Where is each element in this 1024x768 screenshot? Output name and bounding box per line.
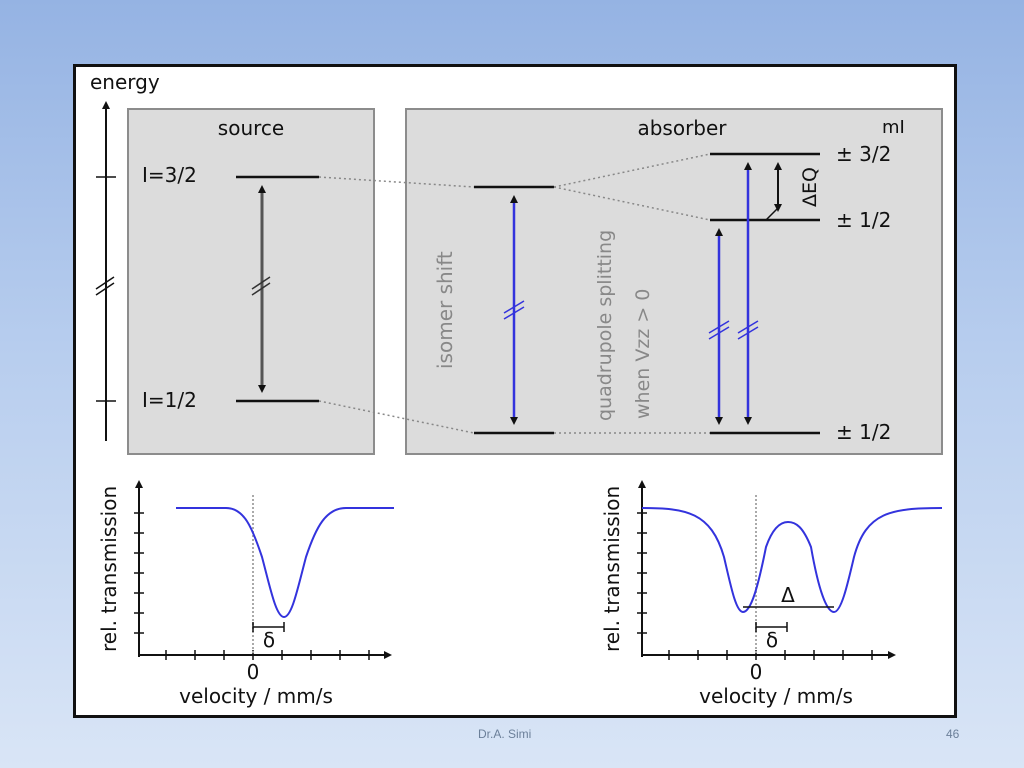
absorber-panel-box	[405, 108, 943, 455]
energy-break-mark	[95, 276, 115, 290]
level-label-1-2-ground: ± 1/2	[836, 420, 891, 444]
footer-author: Dr.A. Simi	[478, 727, 532, 741]
m-quantum-label: mI	[882, 117, 905, 138]
source-upper-level-label: I=3/2	[142, 163, 197, 187]
spectrum-right: Δ δ 0 velocity / mm/s rel. transmission	[600, 480, 943, 708]
left-y-ticks	[134, 512, 144, 634]
right-y-axis-label: rel. transmission	[600, 486, 624, 652]
right-x-axis-label: velocity / mm/s	[699, 684, 853, 708]
level-label-3-2: ± 3/2	[836, 142, 891, 166]
connector-excited	[318, 176, 475, 188]
right-shift-label: δ	[766, 628, 778, 652]
quadrupole-break-mark	[737, 326, 759, 340]
delta-eq-label: ΔEQ	[799, 167, 821, 207]
right-splitting-label: Δ	[781, 583, 795, 607]
energy-break-mark	[95, 282, 115, 296]
slide-number: 46	[946, 727, 960, 741]
delta-eq-pointer	[765, 207, 779, 221]
source-break-mark	[251, 282, 271, 296]
right-x-ticks	[668, 650, 873, 660]
energy-axis: energy	[90, 70, 160, 441]
quadrupole-break-mark	[737, 320, 759, 334]
right-spectrum-curve	[641, 507, 943, 614]
level-label-1-2-excited: ± 1/2	[836, 208, 891, 232]
left-spectrum-curve	[176, 507, 394, 619]
absorber-title: absorber	[637, 116, 727, 140]
quadrupole-break-mark	[708, 326, 730, 340]
quadrupole-break-mark	[708, 320, 730, 334]
source-panel: source I=3/2 I=1/2	[127, 108, 375, 455]
right-y-ticks	[637, 512, 647, 634]
source-title: source	[218, 116, 284, 140]
right-zero-label: 0	[750, 660, 763, 684]
left-shift-label: δ	[263, 628, 275, 652]
source-panel-box	[127, 108, 375, 455]
isomer-shift-label: isomer shift	[433, 251, 457, 369]
connector-ground	[318, 400, 475, 434]
left-zero-label: 0	[247, 660, 260, 684]
spectrum-left: δ 0 velocity / mm/s rel. transmission	[97, 480, 394, 708]
quadrupole-label-line1: quadrupole splitting	[594, 230, 616, 421]
energy-label: energy	[90, 70, 160, 94]
connector-split-upper	[553, 153, 711, 188]
figure-canvas: energy source I=3/2 I=1/2 absorber mI ± …	[90, 70, 943, 708]
connector-split-lower	[553, 186, 711, 221]
left-y-axis-label: rel. transmission	[97, 486, 121, 652]
absorber-panel: absorber mI ± 3/2 ± 1/2 ± 1/2 isomer shi…	[318, 108, 943, 455]
left-x-axis-label: velocity / mm/s	[179, 684, 333, 708]
source-break-mark	[251, 276, 271, 290]
isomer-break-mark	[503, 306, 525, 320]
mossbauer-figure: energy source I=3/2 I=1/2 absorber mI ± …	[73, 64, 957, 718]
source-lower-level-label: I=1/2	[142, 388, 197, 412]
quadrupole-label-line2: when Vzz > 0	[632, 289, 654, 419]
isomer-break-mark	[503, 300, 525, 314]
